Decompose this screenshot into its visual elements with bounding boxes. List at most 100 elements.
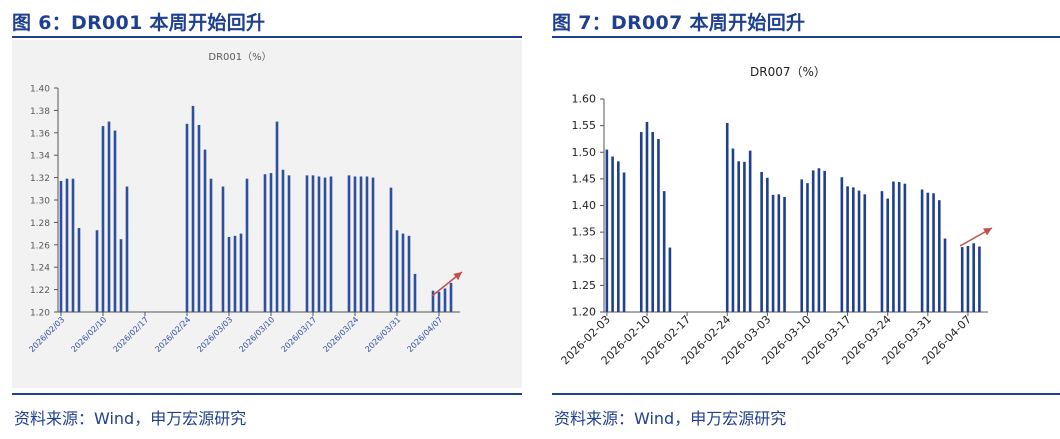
bar <box>119 239 123 312</box>
y-tick-label: 1.20 <box>30 309 50 319</box>
bar <box>932 193 935 312</box>
bar <box>197 124 201 313</box>
bar <box>800 179 804 312</box>
figure-title: 图 6：DR001 本周开始回升 <box>12 12 266 34</box>
bar <box>605 149 609 312</box>
bar <box>59 180 63 312</box>
bar <box>125 186 129 312</box>
y-tick-label: 1.40 <box>30 85 50 95</box>
y-tick-label: 1.20 <box>572 306 597 319</box>
title-divider <box>12 36 522 38</box>
y-tick-label: 1.24 <box>30 264 50 274</box>
bar <box>365 176 369 312</box>
bar <box>233 235 237 312</box>
bar <box>760 171 763 312</box>
y-tick-label: 1.40 <box>572 199 597 212</box>
bar <box>662 191 666 312</box>
dr001-chart-area: DR001（%） 1.20 1.22 1.24 1.26 1.28 1.30 1.32 1.34… <box>12 40 522 388</box>
bar <box>771 194 775 312</box>
y-tick-label: 1.60 <box>572 93 597 106</box>
y-tick-label: 1.38 <box>30 107 50 117</box>
bar <box>840 177 844 312</box>
bar <box>407 235 411 312</box>
bar <box>107 121 111 312</box>
y-tick-label: 1.30 <box>30 197 50 207</box>
y-tick-label: 1.25 <box>572 279 597 292</box>
bar <box>281 169 285 312</box>
y-tick-label: 1.32 <box>30 174 50 184</box>
bar <box>401 233 405 312</box>
bar <box>846 186 849 312</box>
bar <box>239 233 243 312</box>
bar <box>943 238 947 312</box>
y-tick-label: 1.22 <box>30 286 50 296</box>
bar <box>611 156 614 312</box>
y-tick-label: 1.28 <box>30 219 50 229</box>
bar <box>960 247 964 312</box>
bar <box>880 191 884 312</box>
bar <box>275 121 279 312</box>
bar <box>389 187 393 312</box>
bar <box>371 177 375 312</box>
source-divider <box>12 393 522 395</box>
bar <box>743 161 746 312</box>
bar <box>806 183 809 312</box>
bar <box>863 194 867 312</box>
bar <box>622 172 626 312</box>
bar <box>783 196 786 312</box>
bar <box>645 121 649 313</box>
title-divider <box>552 36 1060 38</box>
bar <box>668 247 672 312</box>
bar <box>892 181 895 312</box>
x-tick-label: 2026/03/31 <box>363 315 402 354</box>
source-note: 资料来源：Wind，申万宏源研究 <box>14 409 247 428</box>
dr007-bar-chart: DR007（%） 1.20 1.25 1.30 1.35 1.40 1.45 1.50 1.55… <box>559 65 993 367</box>
bar <box>852 187 855 312</box>
bar <box>203 149 207 312</box>
bar <box>823 170 826 312</box>
y-tick-label: 1.34 <box>30 152 50 162</box>
bar <box>857 190 861 312</box>
y-tick-label: 1.36 <box>30 129 50 139</box>
bar <box>651 132 655 312</box>
y-tick-label: 1.26 <box>30 241 50 251</box>
bar <box>65 178 69 312</box>
bar <box>227 236 231 312</box>
bar <box>978 246 981 312</box>
bar <box>209 178 213 312</box>
bar <box>287 175 291 312</box>
bar <box>191 105 195 312</box>
y-tick-label: 1.45 <box>572 172 597 185</box>
bar <box>817 168 821 312</box>
figure-title: 图 7：DR007 本周开始回升 <box>552 12 806 34</box>
bar <box>263 174 267 312</box>
bar <box>449 282 453 312</box>
figure-6-panel: 图 6：DR001 本周开始回升 DR001（%） 1.20 1.22 1.24 1.2… <box>12 0 522 439</box>
bar <box>777 194 781 312</box>
bar <box>766 177 769 312</box>
trend-arrow-icon <box>983 228 992 236</box>
dr007-chart-area: DR007（%） 1.20 1.25 1.30 1.35 1.40 1.45 1.50 1.55… <box>552 40 1060 388</box>
bar <box>617 161 620 312</box>
bar <box>811 170 815 312</box>
x-tick-label: 2026/03/03 <box>195 315 234 354</box>
bar <box>443 288 447 312</box>
bar <box>113 130 117 312</box>
source-note: 资料来源：Wind，申万宏源研究 <box>554 409 787 428</box>
bar <box>748 150 752 312</box>
x-tick-label: 2026/02/17 <box>111 315 150 354</box>
bar <box>725 122 729 313</box>
bar <box>95 230 99 312</box>
bar <box>437 291 441 312</box>
bar <box>395 230 399 312</box>
x-tick-label: 2026/02/03 <box>27 315 66 354</box>
bar <box>737 161 740 312</box>
y-tick-label: 1.35 <box>572 226 597 239</box>
bar <box>185 123 189 312</box>
bar <box>926 192 930 312</box>
x-tick-label: 2026/03/10 <box>237 315 276 354</box>
bar <box>353 176 357 312</box>
chart-title: DR007（%） <box>750 65 826 79</box>
x-tick-label: 2026/02/10 <box>69 315 108 354</box>
bar <box>311 175 315 312</box>
